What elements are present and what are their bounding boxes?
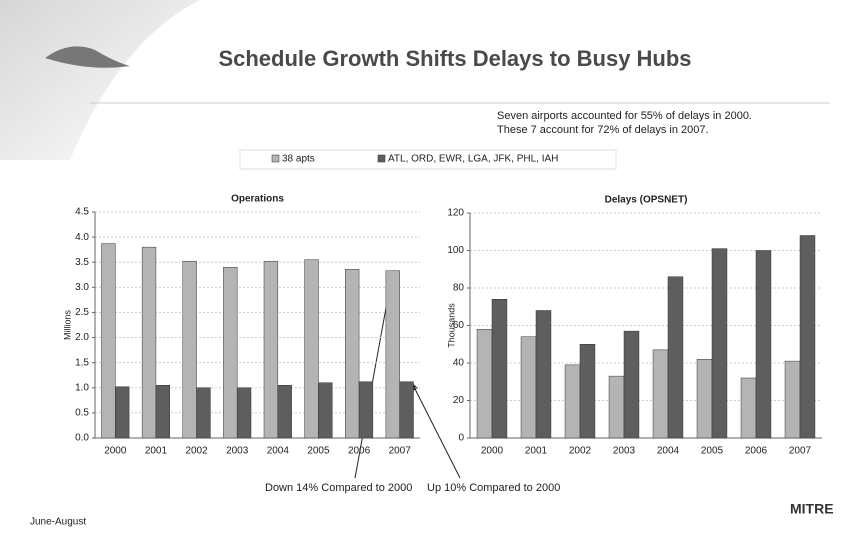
bar <box>580 344 595 438</box>
bar <box>756 251 771 439</box>
footer: June-August <box>30 517 86 528</box>
y-tick-label: 40 <box>453 358 465 369</box>
bar <box>741 378 756 438</box>
slide-title: Schedule Growth Shifts Delays to Busy Hu… <box>218 46 691 71</box>
y-tick-label: 4.5 <box>75 207 89 218</box>
bar <box>400 382 414 438</box>
x-tick-label: 2004 <box>657 446 680 457</box>
bar <box>102 244 116 438</box>
y-tick-label: 1.5 <box>75 357 89 368</box>
bar <box>712 249 727 438</box>
y-tick-label: 100 <box>447 245 464 256</box>
bar <box>115 387 129 438</box>
legend-label: 38 apts <box>282 154 315 165</box>
y-tick-label: 120 <box>447 208 464 219</box>
slide: Schedule Growth Shifts Delays to Busy Hu… <box>0 0 842 535</box>
x-tick-label: 2005 <box>307 446 330 457</box>
bar <box>183 261 197 438</box>
logo: MITRE <box>790 501 834 517</box>
x-tick-label: 2000 <box>104 446 127 457</box>
bar <box>609 376 624 438</box>
bar <box>565 365 580 438</box>
y-tick-label: 3.0 <box>75 282 89 293</box>
note-line: Seven airports accounted for 55% of dela… <box>497 110 752 122</box>
x-tick-label: 2001 <box>525 446 548 457</box>
x-tick-label: 2006 <box>348 446 371 457</box>
note-line: These 7 account for 72% of delays in 200… <box>497 124 709 136</box>
bar <box>156 385 170 438</box>
x-tick-label: 2001 <box>145 446 168 457</box>
y-tick-label: 80 <box>453 283 465 294</box>
x-tick-label: 2002 <box>569 446 592 457</box>
bar <box>142 247 156 438</box>
y-axis-label: Millions <box>62 310 72 341</box>
y-tick-label: 0 <box>458 433 464 444</box>
legend-swatch <box>272 155 279 162</box>
bar <box>785 361 800 438</box>
bar <box>697 359 712 438</box>
bar <box>264 261 278 438</box>
y-tick-label: 2.5 <box>75 307 89 318</box>
corner-decoration <box>0 0 200 160</box>
bar <box>624 331 639 438</box>
bar <box>223 267 237 438</box>
bar <box>521 337 536 438</box>
bar <box>653 350 668 438</box>
y-tick-label: 0.0 <box>75 433 89 444</box>
bar <box>359 382 373 438</box>
y-tick-label: 2.0 <box>75 332 89 343</box>
bar <box>536 311 551 439</box>
bar <box>800 236 815 439</box>
bar <box>318 383 332 438</box>
y-tick-label: 60 <box>453 320 465 331</box>
bar <box>278 385 292 438</box>
x-tick-label: 2006 <box>745 446 768 457</box>
x-tick-label: 2007 <box>789 446 812 457</box>
bar <box>477 329 492 438</box>
x-tick-label: 2003 <box>226 446 249 457</box>
bar <box>305 260 319 438</box>
annotation: Up 10% Compared to 2000 <box>427 482 560 494</box>
x-tick-label: 2007 <box>389 446 412 457</box>
bar <box>668 277 683 438</box>
legend: 38 apts ATL, ORD, EWR, LGA, JFK, PHL, IAH <box>272 154 558 165</box>
bar <box>237 388 251 438</box>
legend-label: ATL, ORD, EWR, LGA, JFK, PHL, IAH <box>388 154 558 165</box>
y-tick-label: 0.5 <box>75 408 89 419</box>
annotation: Down 14% Compared to 2000 <box>265 482 412 494</box>
x-tick-label: 2002 <box>185 446 208 457</box>
y-tick-label: 1.0 <box>75 382 89 393</box>
y-tick-label: 3.5 <box>75 257 89 268</box>
chart-title: Operations <box>231 194 284 205</box>
x-tick-label: 2000 <box>481 446 504 457</box>
x-tick-label: 2004 <box>267 446 290 457</box>
chart-title: Delays (OPSNET) <box>605 195 688 206</box>
x-tick-label: 2005 <box>701 446 724 457</box>
y-tick-label: 4.0 <box>75 232 89 243</box>
bar <box>492 299 507 438</box>
bar <box>386 271 400 438</box>
y-tick-label: 20 <box>453 395 465 406</box>
legend-swatch <box>378 155 385 162</box>
x-tick-label: 2003 <box>613 446 636 457</box>
bar <box>197 388 211 438</box>
bar <box>345 269 359 438</box>
